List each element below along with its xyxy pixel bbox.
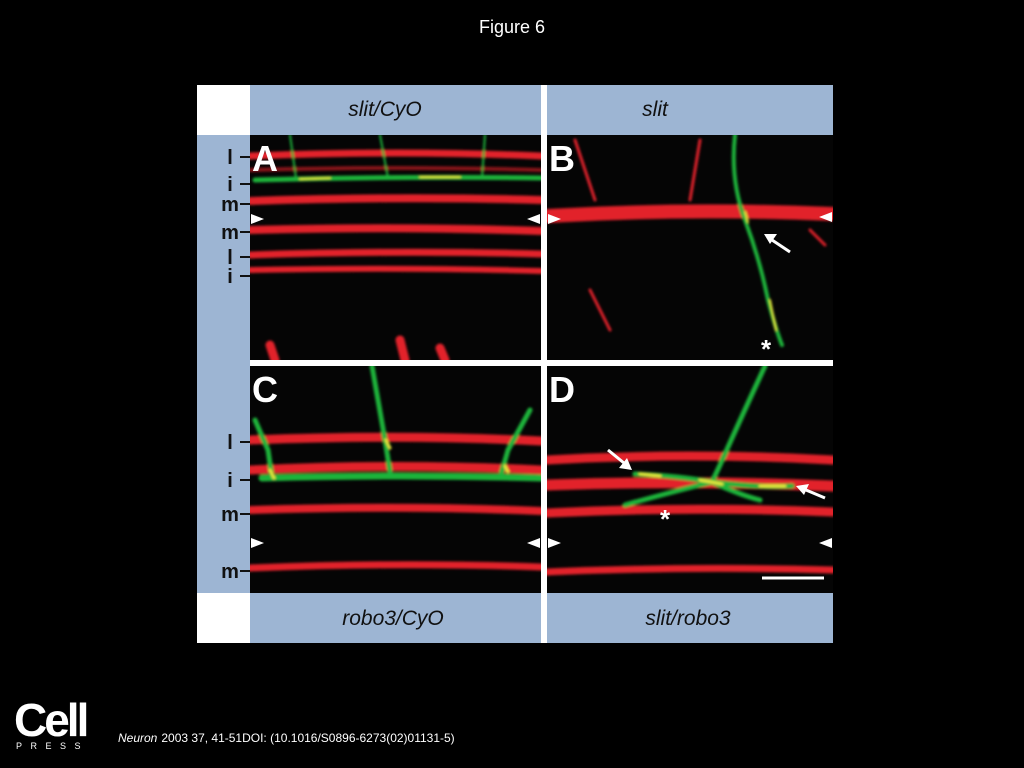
asterisk: * xyxy=(761,334,772,364)
axon-fragment xyxy=(573,138,827,332)
panel-a xyxy=(250,135,541,360)
axon xyxy=(258,472,541,482)
layer-label: i xyxy=(227,470,233,492)
axon-bundle xyxy=(250,265,541,274)
layer-label: l xyxy=(227,247,233,269)
axon-bundle xyxy=(250,432,541,446)
micrograph xyxy=(547,366,833,576)
arrowhead xyxy=(527,214,540,224)
axon-bundle xyxy=(250,503,541,515)
column-header: robo3/CyO xyxy=(342,607,444,630)
axon xyxy=(622,366,795,508)
axon-bundle xyxy=(547,204,833,223)
layer-label: m xyxy=(221,561,239,583)
axon-bundle xyxy=(250,194,541,205)
arrow-head xyxy=(796,484,809,495)
arrowhead xyxy=(819,212,832,222)
axon-fragment xyxy=(265,335,450,360)
column-header: slit/CyO xyxy=(348,98,422,121)
layer-label: m xyxy=(221,222,239,244)
micrograph xyxy=(250,135,541,360)
panel-b xyxy=(547,135,833,360)
layer-label: m xyxy=(221,194,239,216)
axon-bundle xyxy=(250,248,541,259)
arrow-head xyxy=(764,234,777,244)
overlap xyxy=(744,211,777,331)
axon-bundle xyxy=(250,224,541,235)
arrowhead xyxy=(251,538,264,548)
layer-label: m xyxy=(221,504,239,526)
layer-label: i xyxy=(227,266,233,288)
arrow xyxy=(771,238,791,254)
axon-bundle xyxy=(547,477,833,492)
axon-bundle xyxy=(250,166,541,172)
panel-letter: C xyxy=(252,369,278,410)
arrowhead xyxy=(548,214,561,224)
axon xyxy=(289,135,486,179)
axon-bundle xyxy=(250,561,541,572)
journal: Neuron xyxy=(118,731,158,745)
axon-bundle xyxy=(547,451,833,465)
panel-letter: B xyxy=(549,138,575,179)
micrograph xyxy=(547,135,833,347)
arrowhead xyxy=(819,538,832,548)
column-header: slit xyxy=(642,98,669,121)
divider xyxy=(250,360,833,366)
arrow-head xyxy=(619,458,632,470)
overlap xyxy=(638,472,787,488)
axon-bundle xyxy=(250,149,541,160)
arrowhead xyxy=(548,538,561,548)
layer-label: i xyxy=(227,174,233,196)
axon-bundle xyxy=(547,504,833,518)
arrowhead xyxy=(527,538,540,548)
axon-bundle xyxy=(547,564,833,576)
layer-label: l xyxy=(227,432,233,454)
panel-letter: A xyxy=(252,138,278,179)
citation: Neuron 2003 37, 41-51DOI: (10.1016/S0896-… xyxy=(118,731,455,745)
arrowhead xyxy=(251,214,264,224)
slide-title: Figure 6 xyxy=(479,17,545,37)
axon xyxy=(252,174,541,183)
midline-markers xyxy=(251,212,832,548)
logo-sub: PRESS xyxy=(16,741,89,751)
overlap xyxy=(268,438,510,480)
arrow xyxy=(805,488,826,500)
logo: Cell xyxy=(14,694,87,746)
arrow xyxy=(607,448,625,465)
citation-text: 2003 37, 41-51DOI: (10.1016/S0896-6273(0… xyxy=(161,731,454,745)
layer-label: l xyxy=(227,147,233,169)
micrograph xyxy=(250,366,541,572)
overlap xyxy=(299,176,461,180)
label-column xyxy=(197,135,250,593)
annotations xyxy=(607,234,826,580)
asterisk: * xyxy=(660,504,671,534)
axon-bundle xyxy=(250,462,541,475)
panel-letter: D xyxy=(549,369,575,410)
column-header: slit/robo3 xyxy=(645,607,731,630)
